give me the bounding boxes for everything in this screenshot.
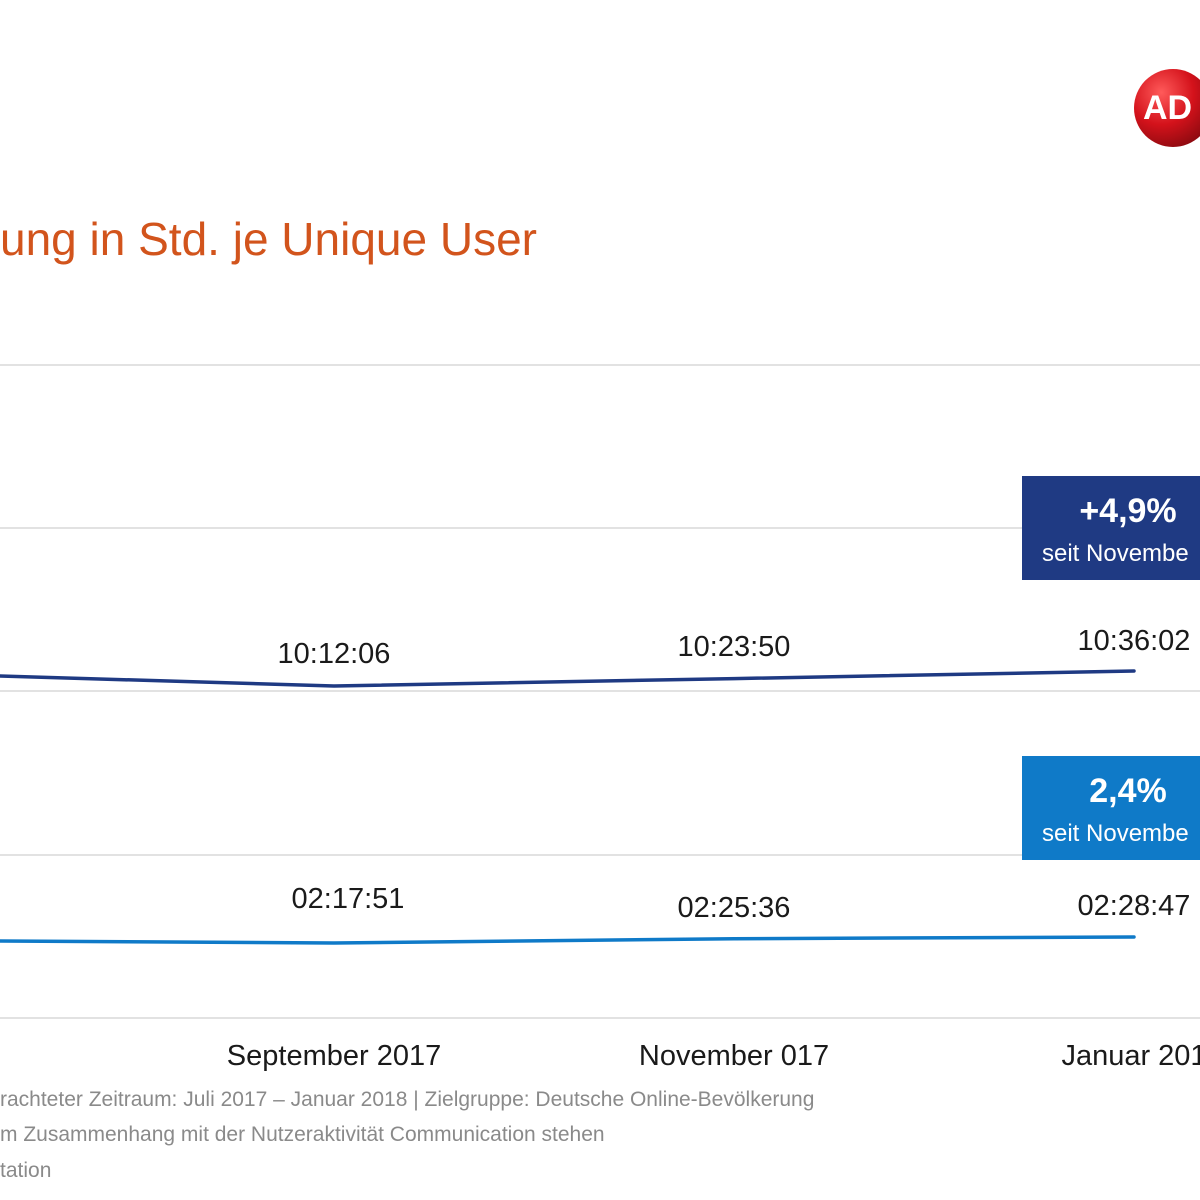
brand-logo: AD bbox=[1134, 69, 1200, 147]
chart-title: ung in Std. je Unique User bbox=[0, 213, 537, 265]
badge-label: seit Novembe bbox=[1042, 540, 1189, 567]
x-tick-label: September 2017 bbox=[227, 1040, 441, 1072]
x-tick-label: Januar 201 bbox=[1061, 1040, 1200, 1072]
series-line bbox=[0, 669, 1136, 688]
gridlines bbox=[0, 364, 1200, 1019]
data-label: 10:23:50 bbox=[678, 631, 791, 663]
x-tick-label: November 017 bbox=[639, 1040, 829, 1072]
change-badge-series-2: 2,4% seit Novembe bbox=[1022, 756, 1200, 860]
footnote-line: m Zusammenhang mit der Nutzeraktivität C… bbox=[0, 1123, 605, 1146]
footnote-line: tation bbox=[0, 1159, 52, 1182]
badge-value: 2,4% bbox=[1089, 772, 1167, 810]
data-label: 02:17:51 bbox=[292, 883, 405, 915]
badge-label: seit Novembe bbox=[1042, 820, 1189, 847]
badge-value: +4,9% bbox=[1079, 492, 1177, 530]
data-label: 10:36:02 bbox=[1078, 625, 1191, 657]
data-label: 02:28:47 bbox=[1078, 890, 1191, 922]
data-label: 10:12:06 bbox=[278, 638, 391, 670]
chart-marks: 10:12:06 10:23:50 10:36:02 02:17:51 02:25:36… bbox=[0, 625, 1200, 1072]
change-badge-series-1: +4,9% seit Novembe bbox=[1022, 476, 1200, 580]
series-line bbox=[0, 935, 1136, 945]
logo-text: AD bbox=[1143, 89, 1192, 127]
footnote-line: rachteter Zeitraum: Juli 2017 – Januar 2… bbox=[0, 1088, 815, 1111]
data-label: 02:25:36 bbox=[678, 892, 791, 924]
